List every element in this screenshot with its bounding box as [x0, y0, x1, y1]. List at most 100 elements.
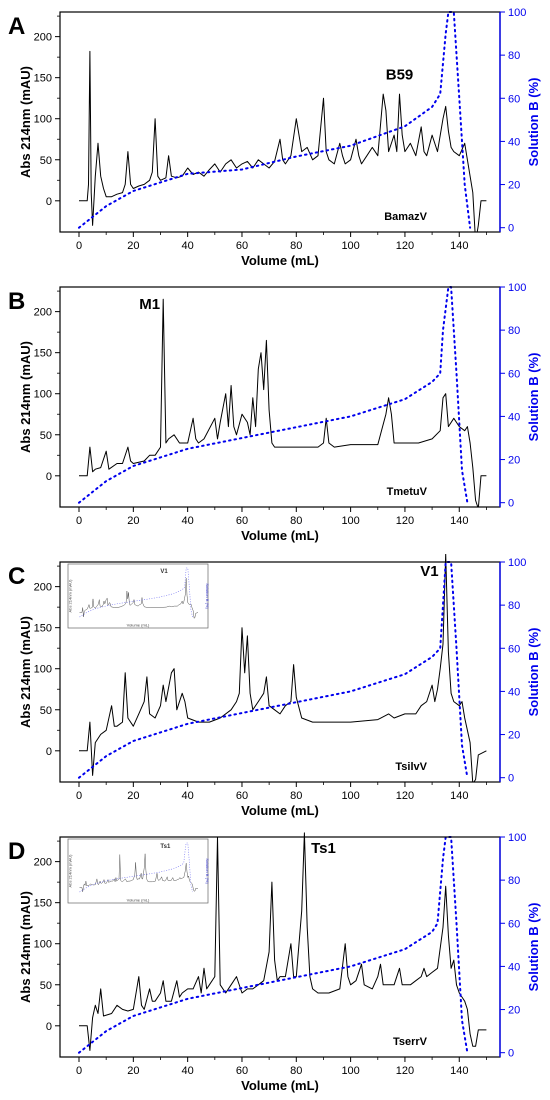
- x-tick-label-140: 140: [450, 790, 468, 802]
- sample-label: BamazV: [384, 211, 427, 223]
- panel-label: A: [8, 13, 25, 40]
- y2-tick-label-40: 40: [508, 411, 520, 423]
- plot-frame: [59, 11, 501, 233]
- x-tick-label-80: 80: [290, 240, 302, 252]
- inset-absorbance-line: [79, 578, 199, 619]
- y-tick-label-200: 200: [34, 582, 52, 594]
- y2-axis-label: Solution B (%): [526, 353, 541, 442]
- inset-gradient-line: [79, 842, 193, 893]
- inset-absorbance-line: [79, 853, 198, 892]
- y2-tick-label-100: 100: [508, 832, 526, 844]
- x-tick-label-60: 60: [236, 240, 248, 252]
- inset-D: Volume (mL) Abs 214nm (mAU) Solution B (%)…: [67, 838, 210, 904]
- x-tick-label-80: 80: [290, 1065, 302, 1077]
- x-tick-label-100: 100: [341, 515, 359, 527]
- y-tick-label-150: 150: [34, 348, 52, 360]
- x-axis-label: Volume (mL): [241, 253, 319, 268]
- x-tick-label-20: 20: [127, 1065, 139, 1077]
- y-axis-label: Abs 214nm (mAU): [18, 66, 33, 178]
- absorbance-line: [79, 832, 487, 1051]
- peak-label: B59: [386, 66, 414, 83]
- plot-frame: [59, 286, 501, 508]
- x-tick-label-20: 20: [127, 515, 139, 527]
- y-tick-label-150: 150: [34, 898, 52, 910]
- y2-tick-label-20: 20: [508, 730, 520, 742]
- panel-label: B: [8, 288, 25, 315]
- y2-tick-label-80: 80: [508, 600, 520, 612]
- x-tick-label-140: 140: [450, 240, 468, 252]
- x-tick-label-40: 40: [182, 1065, 194, 1077]
- y-tick-label-0: 0: [46, 1021, 52, 1033]
- x-tick-label-120: 120: [396, 1065, 414, 1077]
- y-tick-label-50: 50: [40, 430, 52, 442]
- y-tick-label-0: 0: [46, 471, 52, 483]
- absorbance-line: [79, 298, 487, 507]
- x-axis-label: Volume (mL): [241, 803, 319, 818]
- panel-label: D: [8, 838, 25, 865]
- x-tick-label-120: 120: [396, 240, 414, 252]
- y-tick-label-200: 200: [34, 32, 52, 44]
- x-tick-label-0: 0: [76, 790, 82, 802]
- x-axis-label: Volume (mL): [241, 528, 319, 543]
- y-tick-label-50: 50: [40, 705, 52, 717]
- y2-tick-label-0: 0: [508, 773, 514, 785]
- y-tick-label-100: 100: [34, 939, 52, 951]
- x-tick-label-0: 0: [76, 1065, 82, 1077]
- gradient-line: [78, 286, 469, 504]
- y2-axis-label: Solution B (%): [526, 903, 541, 992]
- inset-frame: [67, 563, 209, 629]
- x-tick-label-120: 120: [396, 515, 414, 527]
- y2-tick-label-80: 80: [508, 325, 520, 337]
- y2-tick-label-40: 40: [508, 136, 520, 148]
- peak-label: Ts1: [311, 840, 336, 857]
- inset-y2-label: Solution B (%): [205, 583, 210, 609]
- x-tick-label-140: 140: [450, 1065, 468, 1077]
- inset-y2-label: Solution B (%): [205, 858, 210, 884]
- x-tick-label-100: 100: [341, 790, 359, 802]
- y-tick-label-50: 50: [40, 980, 52, 992]
- x-tick-label-0: 0: [76, 240, 82, 252]
- x-tick-label-40: 40: [182, 790, 194, 802]
- sample-label: TmetuV: [387, 486, 428, 498]
- absorbance-line: [79, 50, 487, 232]
- x-tick-label-40: 40: [182, 515, 194, 527]
- y2-tick-label-20: 20: [508, 455, 520, 467]
- x-tick-label-60: 60: [236, 790, 248, 802]
- gradient-line: [78, 561, 469, 779]
- inset-frame: [67, 838, 209, 904]
- y-tick-label-150: 150: [34, 73, 52, 85]
- y2-tick-label-20: 20: [508, 180, 520, 192]
- inset-C: Volume (mL) Abs 214nm (mAU) Solution B (%)…: [67, 563, 210, 629]
- y-tick-label-50: 50: [40, 155, 52, 167]
- x-tick-label-60: 60: [236, 515, 248, 527]
- y-tick-label-200: 200: [34, 307, 52, 319]
- y2-tick-label-20: 20: [508, 1005, 520, 1017]
- y2-tick-label-40: 40: [508, 961, 520, 973]
- inset-gradient-line: [79, 567, 193, 618]
- peak-label: V1: [420, 563, 438, 580]
- gradient-line: [78, 11, 472, 229]
- x-axis-label: Volume (mL): [241, 1078, 319, 1093]
- x-tick-label-100: 100: [341, 1065, 359, 1077]
- inset-x-label: Volume (mL): [127, 898, 150, 903]
- x-tick-label-140: 140: [450, 515, 468, 527]
- y-axis-label: Abs 214nm (mAU): [18, 341, 33, 453]
- y-tick-label-0: 0: [46, 746, 52, 758]
- y-tick-label-200: 200: [34, 857, 52, 869]
- y2-axis-label: Solution B (%): [526, 78, 541, 167]
- panel-B: 0 20 40 60 80 100 120 140 0 50 100 150 200 0 20 40 60 80 1…: [8, 282, 541, 543]
- x-tick-label-20: 20: [127, 790, 139, 802]
- inset-y-label: Abs 214nm (mAU): [68, 579, 73, 613]
- inset-y-label: Abs 214nm (mAU): [68, 854, 73, 888]
- absorbance-line: [79, 554, 487, 782]
- y2-tick-label-60: 60: [508, 368, 520, 380]
- y2-tick-label-100: 100: [508, 282, 526, 294]
- x-tick-label-40: 40: [182, 240, 194, 252]
- x-tick-label-120: 120: [396, 790, 414, 802]
- y2-tick-label-0: 0: [508, 1048, 514, 1060]
- y2-tick-label-60: 60: [508, 643, 520, 655]
- y2-tick-label-40: 40: [508, 686, 520, 698]
- sample-label: TserrV: [393, 1036, 428, 1048]
- peak-label: M1: [139, 296, 160, 313]
